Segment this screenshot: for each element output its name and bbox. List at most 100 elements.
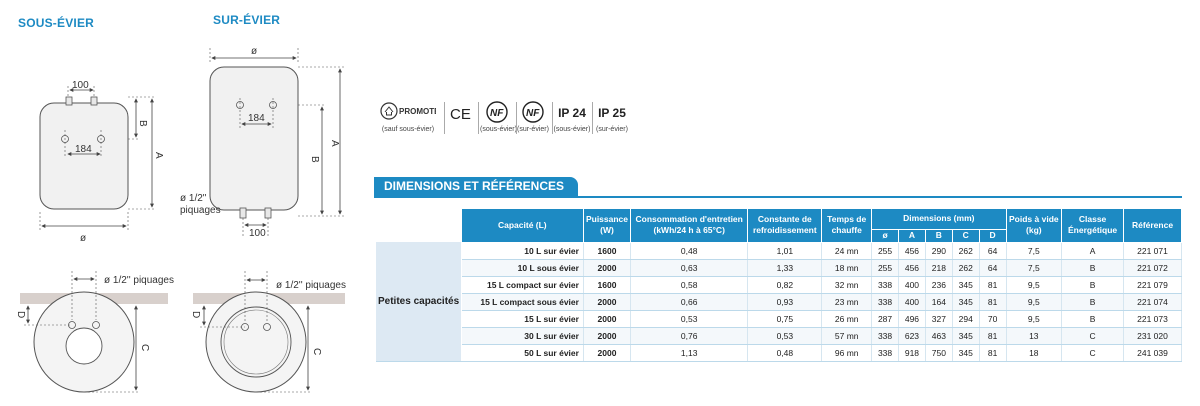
cell-poids: 9,5 — [1006, 310, 1063, 328]
cell-dim: 345 — [952, 293, 980, 311]
cell-temps: 26 mn — [821, 310, 873, 328]
label-B-sous: B — [137, 120, 148, 127]
cell-reference: 221 079 — [1123, 276, 1182, 294]
header-dim-diam: ø — [871, 229, 899, 243]
cell-capacite: 10 L sous évier — [461, 259, 584, 277]
promotelec-icon: PROMOTELEC (sauf sous-évier) — [380, 100, 456, 133]
label-184-sous: 184 — [75, 144, 92, 155]
ip24-caption: (sous-évier) — [553, 126, 591, 133]
sous-evier-tank — [39, 86, 156, 230]
label-D-sur: D — [190, 311, 201, 318]
label-C-sous: C — [139, 344, 150, 351]
cell-classe: B — [1061, 276, 1125, 294]
cell-dim: 463 — [925, 327, 953, 345]
cell-conso: 0,58 — [630, 276, 749, 294]
cell-conso: 1,13 — [630, 344, 749, 362]
cell-dim: 70 — [979, 310, 1007, 328]
cell-constante: 0,48 — [747, 344, 823, 362]
header-dim-B: B — [925, 229, 953, 243]
header-classe: Classe Énergétique — [1061, 209, 1125, 243]
cell-dim: 345 — [952, 327, 980, 345]
cell-dim: 345 — [952, 276, 980, 294]
cell-puissance: 2000 — [583, 344, 632, 362]
cell-dim: 750 — [925, 344, 953, 362]
cell-dim: 338 — [871, 327, 899, 345]
label-diam-sur: ø — [251, 46, 257, 57]
cell-puissance: 1600 — [583, 242, 632, 260]
cell-capacite: 15 L compact sous évier — [461, 293, 584, 311]
label-A-sous: A — [153, 152, 164, 159]
cell-conso: 0,66 — [630, 293, 749, 311]
cell-temps: 96 mn — [821, 344, 873, 362]
cell-classe: B — [1061, 259, 1125, 277]
label-100-sur: 100 — [249, 228, 266, 239]
title-sous-evier: SOUS-ÉVIER — [18, 16, 95, 30]
label-D-sous: D — [15, 311, 26, 318]
cell-temps: 18 mn — [821, 259, 873, 277]
cell-conso: 0,63 — [630, 259, 749, 277]
label-100-sous: 100 — [72, 80, 89, 91]
cell-dim: 287 — [871, 310, 899, 328]
cell-reference: 221 071 — [1123, 242, 1182, 260]
table-row: 50 L sur évier 2000 1,13 0,48 96 mn 338 … — [376, 344, 1182, 362]
label-B-sur: B — [309, 156, 320, 163]
cell-dim: 496 — [898, 310, 926, 328]
header-puissance: Puissance (W) — [583, 209, 632, 243]
cell-dim: 623 — [898, 327, 926, 345]
label-A-sur: A — [329, 140, 340, 147]
cell-puissance: 2000 — [583, 327, 632, 345]
table-row: 15 L compact sous évier 2000 0,66 0,93 2… — [376, 293, 1182, 311]
svg-text:CE: CE — [450, 106, 471, 123]
cell-puissance: 2000 — [583, 293, 632, 311]
cell-reference: 221 073 — [1123, 310, 1182, 328]
cell-dim: 81 — [979, 293, 1007, 311]
cell-classe: C — [1061, 327, 1125, 345]
ip24-label: IP 24 — [558, 106, 586, 120]
cell-puissance: 1600 — [583, 276, 632, 294]
cell-dim: 456 — [898, 242, 926, 260]
header-dim-D: D — [979, 229, 1007, 243]
label-piquages-top: ø 1/2" — [180, 193, 207, 204]
cell-constante: 0,53 — [747, 327, 823, 345]
cell-constante: 0,82 — [747, 276, 823, 294]
cell-dim: 262 — [952, 242, 980, 260]
cell-reference: 231 020 — [1123, 327, 1182, 345]
svg-text:PROMOTELEC: PROMOTELEC — [399, 107, 436, 116]
cell-dim: 262 — [952, 259, 980, 277]
ip25-label: IP 25 — [598, 106, 626, 120]
cell-dim: 81 — [979, 344, 1007, 362]
table-row: 10 L sous évier 2000 0,63 1,33 18 mn 255… — [376, 259, 1182, 277]
title-sur-evier: SUR-ÉVIER — [213, 13, 281, 27]
cell-dim: 327 — [925, 310, 953, 328]
label-diam-sous: ø — [80, 233, 86, 244]
header-dimensions: Dimensions (mm) — [871, 209, 1007, 230]
cell-poids: 7,5 — [1006, 259, 1063, 277]
header-consommation: Consommation d'entretien (kWh/24 h à 65°… — [630, 209, 749, 243]
cell-classe: B — [1061, 310, 1125, 328]
cell-dim: 81 — [979, 276, 1007, 294]
label-C-sur: C — [311, 348, 322, 355]
cell-dim: 338 — [871, 293, 899, 311]
cell-reference: 241 039 — [1123, 344, 1182, 362]
ip25-caption: (sur-évier) — [596, 126, 628, 133]
cell-capacite: 10 L sur évier — [461, 242, 584, 260]
nf-caption-sur: (sur-évier) — [517, 126, 549, 133]
cell-puissance: 2000 — [583, 259, 632, 277]
cell-temps: 57 mn — [821, 327, 873, 345]
header-temps: Temps de chauffe — [821, 209, 873, 243]
cell-puissance: 2000 — [583, 310, 632, 328]
cell-constante: 0,75 — [747, 310, 823, 328]
header-dim-C: C — [952, 229, 980, 243]
label-piquages-sur: ø 1/2'' piquages — [276, 280, 346, 291]
cell-dim: 918 — [898, 344, 926, 362]
group-label: Petites capacités — [376, 242, 463, 362]
cell-dim: 64 — [979, 242, 1007, 260]
promotelec-caption: (sauf sous-évier) — [381, 126, 435, 133]
sur-evier-tank — [209, 48, 345, 236]
cell-poids: 7,5 — [1006, 242, 1063, 260]
table-row: Petites capacités 10 L sur évier 1600 0,… — [376, 242, 1182, 362]
cell-dim: 338 — [871, 276, 899, 294]
nf-icon: NF (sur-évier) — [516, 100, 550, 133]
table-row: 30 L sur évier 2000 0,76 0,53 57 mn 338 … — [376, 327, 1182, 345]
header-capacite: Capacité (L) — [461, 209, 584, 243]
